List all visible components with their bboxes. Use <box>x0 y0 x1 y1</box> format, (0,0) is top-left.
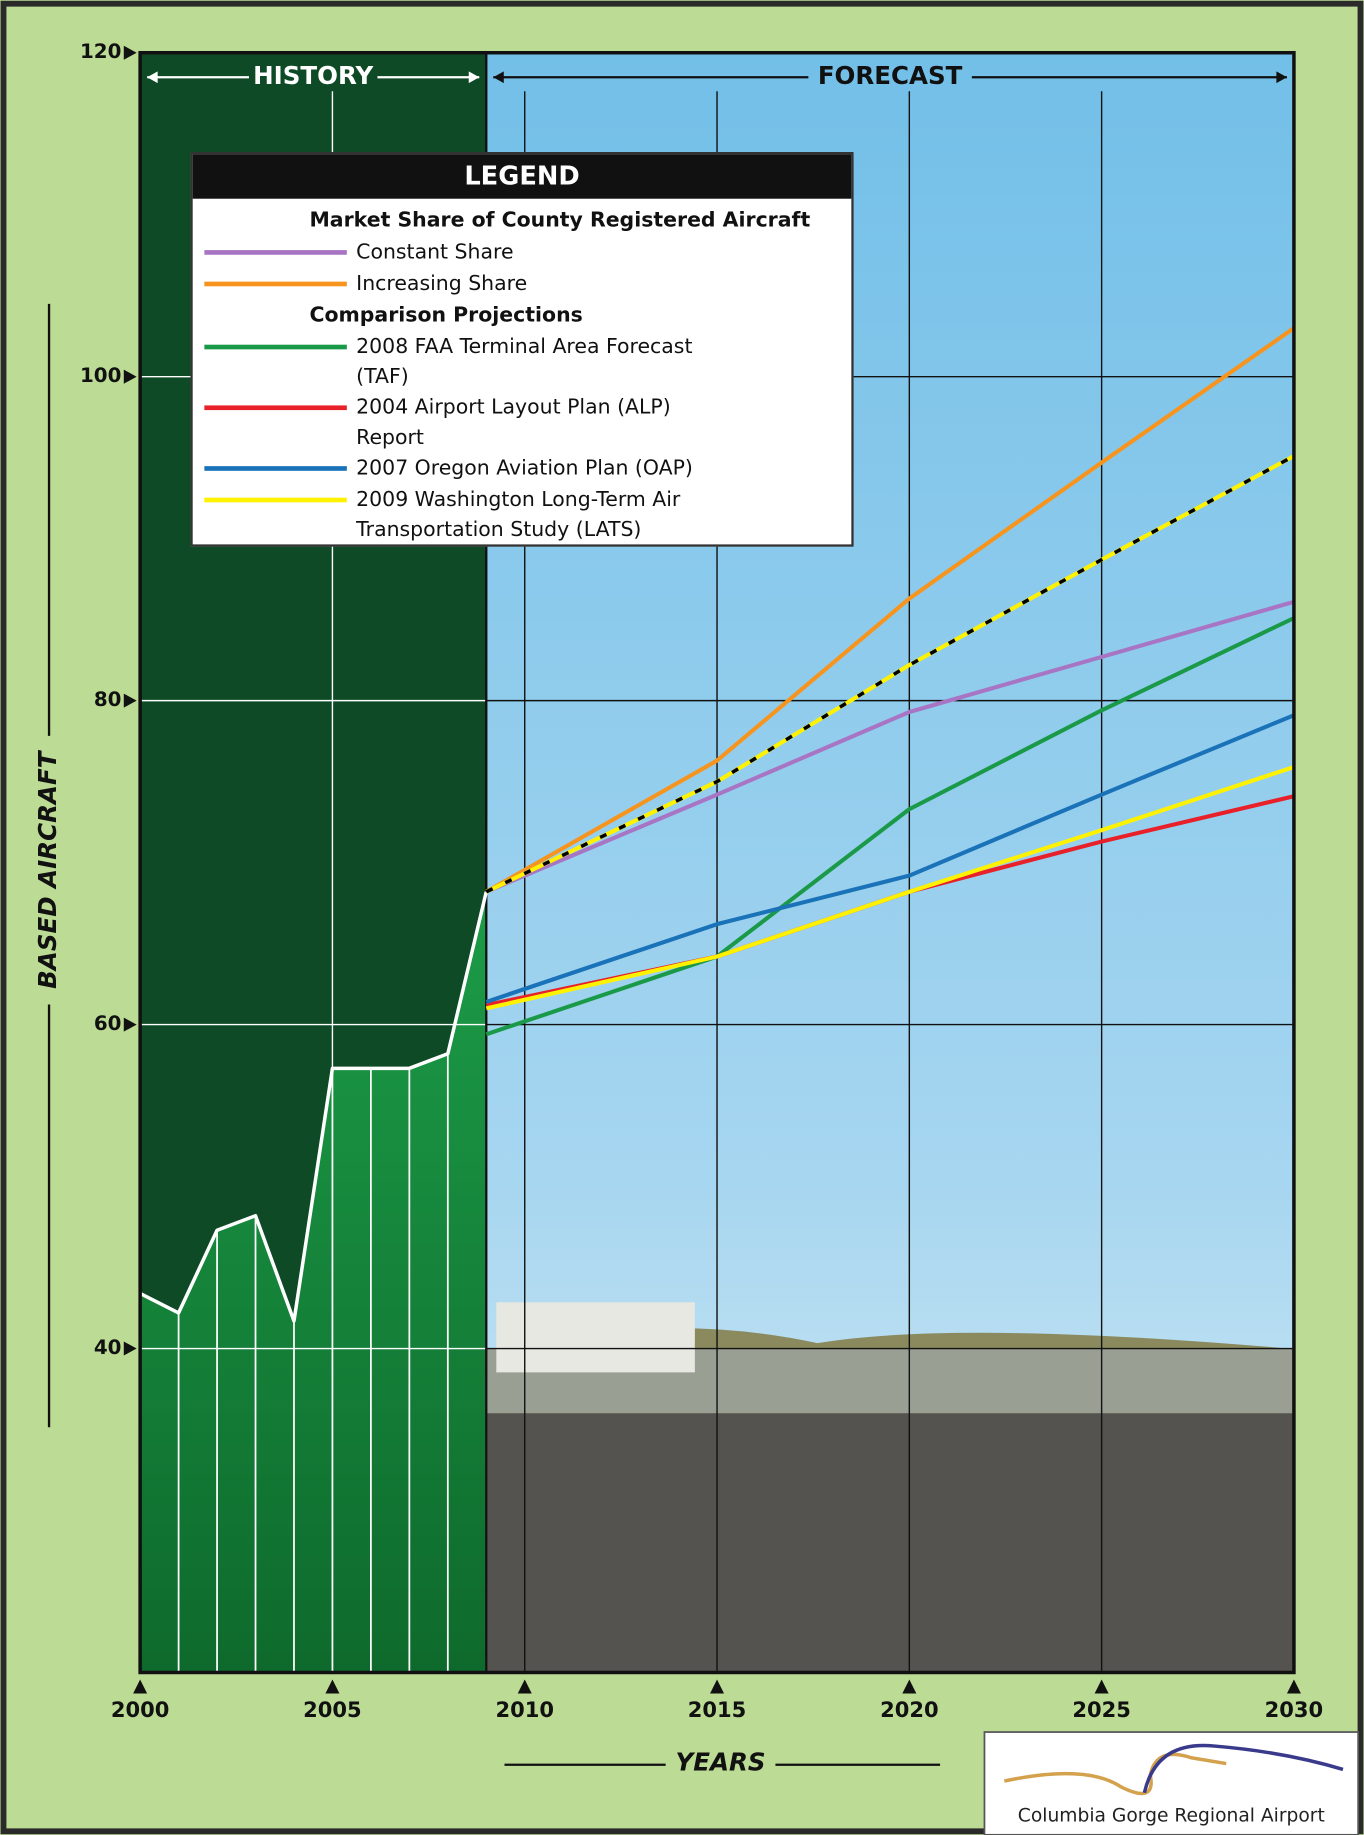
plot-border <box>138 50 1296 1675</box>
forecast-line <box>485 713 1295 1004</box>
x-tick-mark <box>133 1679 148 1694</box>
legend-swatch <box>204 497 347 503</box>
x-tick-mark <box>1286 1679 1301 1694</box>
x-tick-label: 2020 <box>880 1697 939 1722</box>
legend-entry: 2009 Washington Long-Term Air Transporta… <box>193 485 852 546</box>
y-tick-label: 120 <box>80 40 121 63</box>
building <box>496 1302 695 1373</box>
legend-entry: 2008 FAA Terminal Area Forecast (TAF) <box>193 332 852 393</box>
legend-title: LEGEND <box>192 154 852 199</box>
y-tick-label: 40 <box>94 1336 122 1359</box>
logo-text: Columbia Gorge Regional Airport <box>1018 1806 1325 1827</box>
y-tick-label: 60 <box>94 1012 122 1035</box>
x-tick-mark <box>710 1679 725 1694</box>
y-axis-label: BASED AIRCRAFT <box>33 749 62 989</box>
legend-label: 2007 Oregon Aviation Plan (OAP) <box>356 456 693 481</box>
y-tick-mark <box>123 369 137 384</box>
x-tick-label: 2015 <box>688 1697 746 1722</box>
y-tick-mark <box>123 693 137 708</box>
logo-box <box>983 1731 1360 1835</box>
logo-swoosh <box>1142 1743 1344 1794</box>
legend-entry: 2004 Airport Layout Plan (ALP) Report <box>193 393 852 454</box>
legend-entry: Constant Share <box>193 237 852 269</box>
legend-swatch <box>204 250 347 255</box>
legend-swatch <box>204 281 347 287</box>
legend-body: Market Share of County Registered Aircra… <box>193 199 852 547</box>
x-tick-mark <box>325 1679 340 1694</box>
x-tick-mark <box>517 1679 532 1694</box>
legend-entry: 2007 Oregon Aviation Plan (OAP) <box>193 453 852 485</box>
forecast-line <box>485 326 1296 894</box>
section-arrowhead <box>147 71 158 84</box>
y-tick-mark <box>123 1017 137 1032</box>
history-line <box>139 891 488 1323</box>
history-area <box>140 891 487 1673</box>
legend-group-title: Market Share of County Registered Aircra… <box>309 209 811 233</box>
forecast-line-dash <box>485 454 1295 894</box>
x-tick-mark <box>902 1679 917 1694</box>
x-tick-label: 2030 <box>1265 1697 1324 1722</box>
x-tick-label: 2000 <box>111 1697 169 1722</box>
legend-swatch <box>204 344 347 350</box>
legend-swatch <box>204 405 347 411</box>
x-tick-label: 2025 <box>1072 1697 1131 1722</box>
forecast-line <box>485 616 1295 1037</box>
y-tick-label: 100 <box>80 364 121 387</box>
legend-label: Increasing Share <box>356 272 528 296</box>
legend-spacer <box>193 546 852 547</box>
legend-entry: Increasing Share <box>193 269 852 301</box>
legend-swatch <box>204 466 347 471</box>
plot: 40 60 80 100 120 2000 2005 2010 2015 2020 2025 2030… <box>80 40 1323 1722</box>
x-tick-label: 2010 <box>495 1697 553 1722</box>
logo: Columbia Gorge Regional Airport <box>983 1731 1360 1835</box>
history-label: HISTORY <box>253 61 373 90</box>
section-arrowhead <box>468 71 480 84</box>
y-tick-label: 80 <box>94 688 122 711</box>
legend-label: 2008 FAA Terminal Area Forecast (TAF) <box>356 335 693 390</box>
tarmac <box>485 1407 1294 1673</box>
x-tick-label: 2005 <box>303 1697 362 1722</box>
legend-label: 2009 Washington Long-Term Air Transporta… <box>356 488 681 543</box>
forecast-label: FORECAST <box>818 61 963 90</box>
legend-container: LEGEND Market Share of County Registered… <box>190 152 854 547</box>
legend: LEGEND Market Share of County Registered… <box>190 152 854 547</box>
x-tick-mark <box>1094 1679 1109 1694</box>
section-arrowhead <box>493 71 504 84</box>
x-axis-label: YEARS <box>676 1748 766 1777</box>
y-tick-mark <box>123 45 137 60</box>
legend-group-title: Comparison Projections <box>309 303 583 328</box>
legend-label: 2004 Airport Layout Plan (ALP) Report <box>356 396 671 450</box>
section-arrowhead <box>1276 71 1287 84</box>
legend-label: Constant Share <box>356 240 514 265</box>
forecast-line <box>485 599 1295 894</box>
y-tick-mark <box>123 1341 137 1356</box>
forecast-line <box>485 765 1295 1011</box>
